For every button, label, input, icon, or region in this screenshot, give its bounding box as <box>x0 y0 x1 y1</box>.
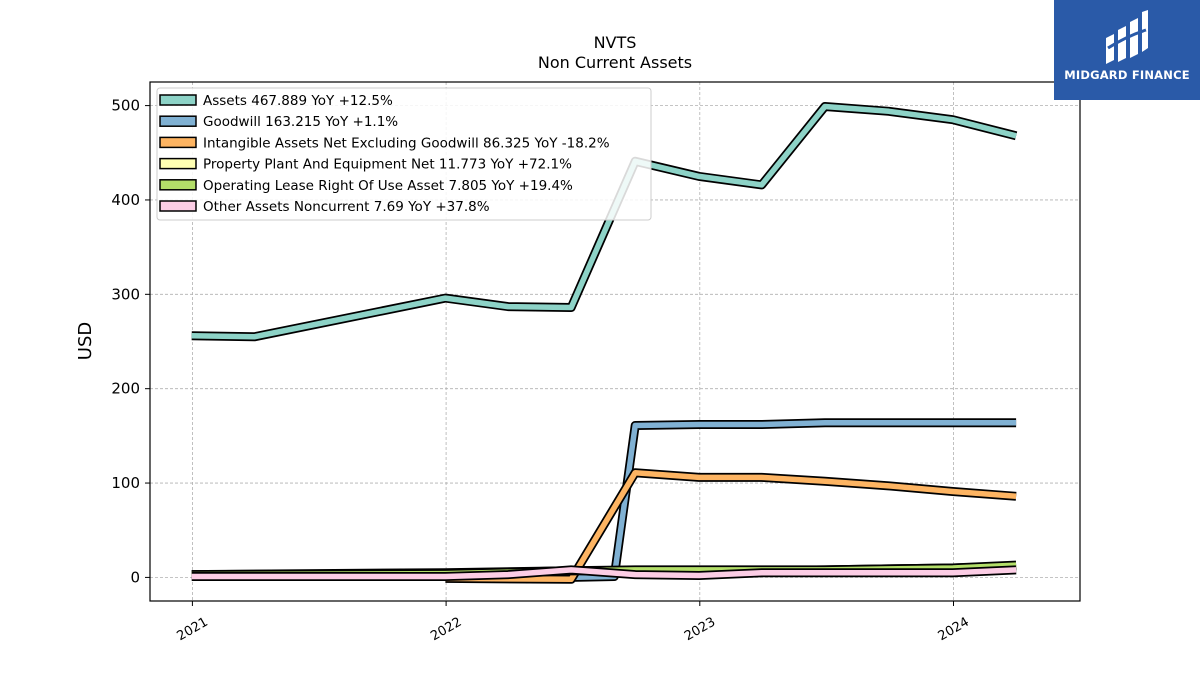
legend-entry: Assets 467.889 YoY +12.5% <box>203 93 393 109</box>
series-1 <box>571 418 1017 582</box>
y-tick-label: 100 <box>111 474 140 492</box>
midgard-finance-logo: MIDGARD FINANCE <box>1054 0 1200 100</box>
series-line <box>571 419 1017 581</box>
series-line <box>191 567 1017 580</box>
legend-entry: Goodwill 163.215 YoY +1.1% <box>203 114 398 130</box>
y-tick-label: 200 <box>111 380 140 398</box>
legend-swatch <box>159 115 197 127</box>
y-tick-label: 0 <box>130 568 140 586</box>
legend-box <box>156 87 652 221</box>
series-line <box>445 469 1017 583</box>
y-tick-label: 500 <box>111 97 140 115</box>
legend-entry: Property Plant And Equipment Net 11.773 … <box>203 157 572 173</box>
legend-entry: Operating Lease Right Of Use Asset 7.805… <box>203 178 573 194</box>
y-axis-label: USD <box>75 322 96 360</box>
y-tick-label: 300 <box>111 285 140 303</box>
x-tick-label: 2021 <box>175 615 211 645</box>
legend: Assets 467.889 YoY +12.5% Goodwill 163.21… <box>156 87 652 221</box>
series-line-outline <box>571 418 1017 582</box>
legend-swatch <box>159 157 197 170</box>
x-tick-label: 2024 <box>936 615 972 645</box>
x-tick-label: 2022 <box>428 615 464 645</box>
series-layer <box>191 102 1018 584</box>
legend-entry: Intangible Assets Net Excluding Goodwill… <box>203 135 610 151</box>
series-0 <box>191 102 1018 342</box>
legend-entry: Other Assets Noncurrent 7.69 YoY +37.8% <box>203 199 490 215</box>
y-tick-label: 400 <box>111 191 140 209</box>
legend-swatch <box>159 200 197 212</box>
plot-frame <box>149 81 1081 602</box>
series-5 <box>191 565 1017 581</box>
x-tick-label: 2023 <box>682 615 718 645</box>
legend-swatch <box>159 94 197 106</box>
series-line <box>191 103 1017 340</box>
logo-brand-text: MIDGARD FINANCE <box>1064 68 1190 82</box>
logo-mark-icon <box>1106 10 1148 64</box>
series-2 <box>445 468 1017 584</box>
chart-subtitle: Non Current Assets <box>538 53 692 72</box>
chart-title: NVTS <box>594 33 637 52</box>
legend-swatch <box>159 179 197 191</box>
legend-swatch <box>159 136 197 149</box>
